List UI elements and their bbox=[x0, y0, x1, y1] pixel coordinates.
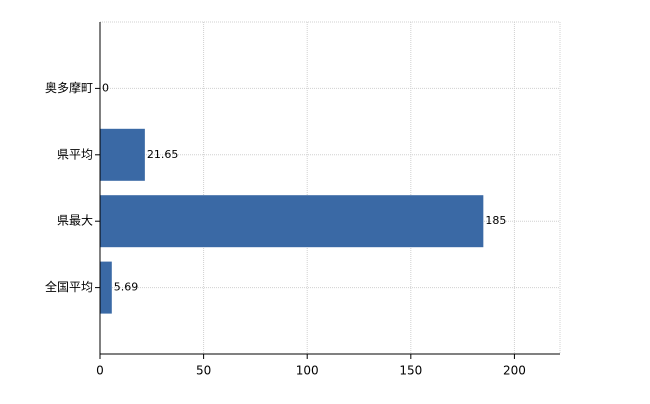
value-label: 5.69 bbox=[114, 281, 139, 294]
y-tick-label: 全国平均 bbox=[45, 279, 93, 294]
x-tick-label: 150 bbox=[399, 364, 422, 378]
y-tick-label: 奥多摩町 bbox=[45, 80, 93, 95]
value-label: 0 bbox=[102, 81, 109, 94]
bar bbox=[100, 261, 112, 314]
x-tick-label: 50 bbox=[196, 364, 211, 378]
y-tick-label: 県最大 bbox=[57, 214, 93, 228]
value-label: 21.65 bbox=[147, 148, 179, 161]
x-tick-label: 100 bbox=[296, 364, 319, 378]
bar bbox=[100, 195, 484, 248]
y-tick-label: 県平均 bbox=[57, 147, 93, 161]
value-label: 185 bbox=[485, 214, 506, 227]
bar bbox=[100, 128, 145, 181]
x-tick-label: 200 bbox=[503, 364, 526, 378]
x-tick-label: 0 bbox=[96, 364, 104, 378]
